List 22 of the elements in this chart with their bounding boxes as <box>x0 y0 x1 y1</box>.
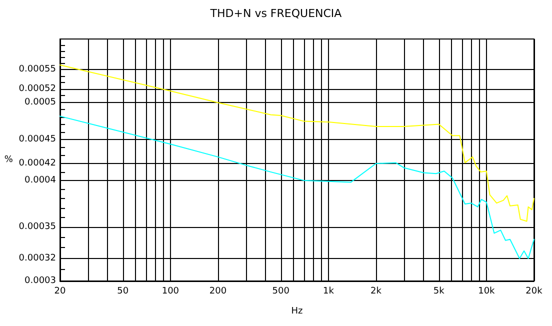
y-tick-label: 0.0005 <box>24 98 56 108</box>
x-tick-label: 5k <box>433 286 446 296</box>
y-tick-label: 0.00032 <box>18 253 56 264</box>
x-tick-label: 500 <box>272 286 290 296</box>
y-tick-label: 0.0004 <box>24 176 56 186</box>
y-tick-label: 0.00052 <box>18 84 56 94</box>
y-tick-label: 0.0003 <box>24 276 56 286</box>
x-axis-title: Hz <box>291 306 304 316</box>
x-tick-label: 1k <box>322 286 335 296</box>
x-tick-label: 20 <box>54 286 66 296</box>
y-tick-label: 0.00035 <box>18 222 56 232</box>
x-tick-label: 200 <box>209 286 227 296</box>
chart-title: THD+N vs FREQUENCIA <box>209 7 342 20</box>
y-tick-label: 0.00055 <box>18 64 56 74</box>
x-tick-label: 20k <box>526 286 544 296</box>
x-tick-label: 100 <box>162 286 180 296</box>
x-tick-label: 10k <box>478 286 496 296</box>
x-tick-label: 50 <box>117 286 129 296</box>
y-axis-title: % <box>4 155 14 165</box>
x-tick-label: 2k <box>370 286 382 296</box>
y-tick-label: 0.00045 <box>18 134 56 144</box>
y-tick-label: 0.00042 <box>18 158 56 169</box>
